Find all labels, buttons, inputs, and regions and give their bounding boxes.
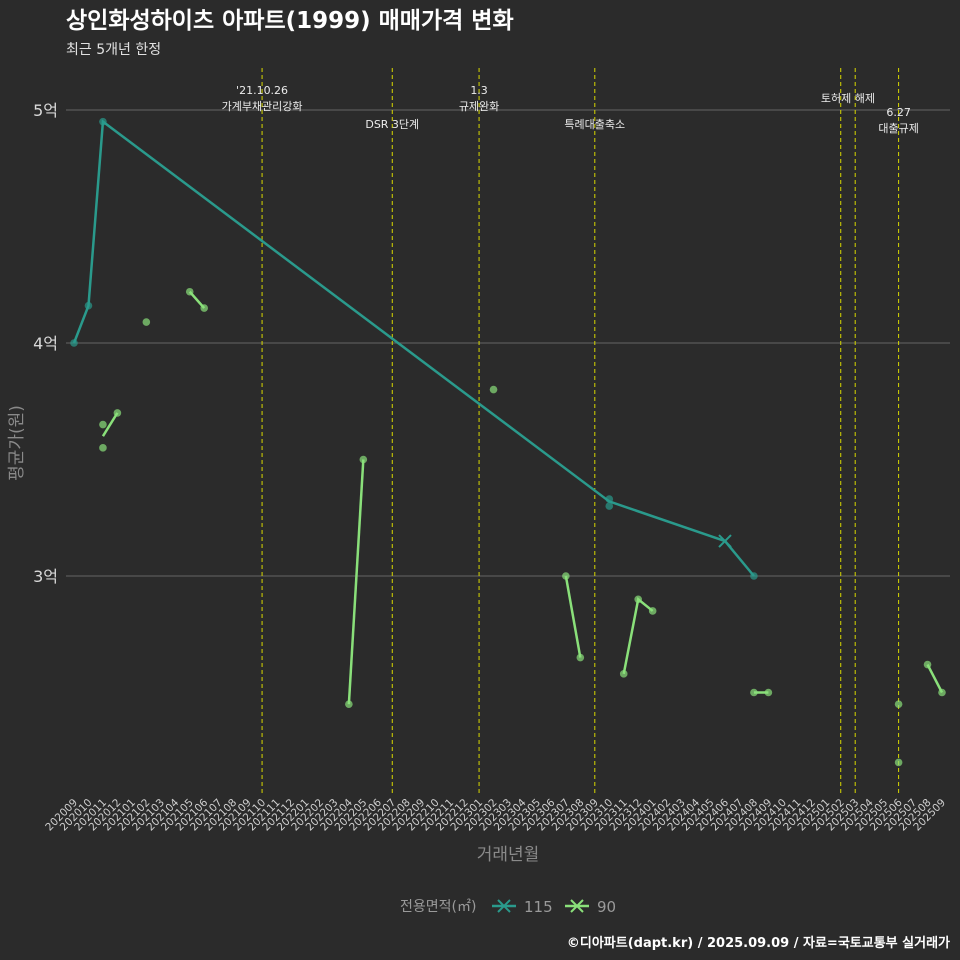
event-label: 6.27 xyxy=(886,106,911,119)
series-layer xyxy=(70,117,946,767)
data-point-115 xyxy=(99,117,107,126)
y-tick-label: 3억 xyxy=(33,567,58,586)
data-point-90 xyxy=(99,420,107,429)
data-point-115 xyxy=(605,495,614,503)
event-label: DSR 3단계 xyxy=(365,118,419,131)
legend-title: 전용면적(㎡) xyxy=(400,899,476,915)
legend-label-115: 115 xyxy=(524,898,553,916)
series-line-90 xyxy=(622,597,654,675)
event-label: '21.10.26 xyxy=(236,84,288,97)
series-line-115 xyxy=(72,119,755,577)
legend-marker-115 xyxy=(497,899,511,913)
y-axis: 3억 4억 5억 xyxy=(33,101,58,586)
data-point-90 xyxy=(113,409,122,417)
chart-title: 상인화성하이츠 아파트(1999) 매매가격 변화 xyxy=(66,8,514,34)
data-point-90 xyxy=(99,444,107,452)
legend: 전용면적(㎡) 115 90 xyxy=(400,898,616,916)
data-point-90 xyxy=(894,700,903,708)
data-point-90 xyxy=(359,455,368,464)
data-point-90 xyxy=(619,670,628,678)
x-axis-title: 거래년월 xyxy=(477,845,540,865)
data-point-115 xyxy=(750,572,758,580)
event-label: 규제완화 xyxy=(459,100,499,113)
y-axis-title: 평균가(원) xyxy=(7,405,27,481)
legend-label-90: 90 xyxy=(597,898,616,916)
caption: ©디아파트(dapt.kr) / 2025.09.09 / 자료=국토교통부 실… xyxy=(567,935,950,951)
data-point-90 xyxy=(648,607,657,615)
x-axis: 2020092020102020112020122021012021022021… xyxy=(43,796,948,833)
cross-marker-115 xyxy=(718,534,732,548)
event-label: 가계부채관리강화 xyxy=(222,100,303,113)
data-point-115 xyxy=(605,502,614,510)
series-line-90 xyxy=(926,663,944,694)
data-point-90 xyxy=(764,688,773,697)
event-label: 대출규제 xyxy=(878,122,918,135)
y-tick-label: 4억 xyxy=(33,334,58,353)
data-point-115 xyxy=(84,301,93,310)
event-label: 특례대출축소 xyxy=(564,118,625,131)
data-point-90 xyxy=(576,653,585,662)
data-point-90 xyxy=(142,318,151,326)
y-tick-label: 5억 xyxy=(33,101,58,120)
series-line-90 xyxy=(347,459,365,705)
data-point-90 xyxy=(345,700,353,708)
grid-lines xyxy=(66,109,950,577)
data-point-115 xyxy=(70,339,78,347)
series-line-90 xyxy=(564,575,582,658)
data-point-90 xyxy=(894,758,903,767)
series-line-90 xyxy=(101,412,119,437)
data-point-90 xyxy=(923,660,932,669)
data-point-90 xyxy=(489,385,498,394)
data-point-90 xyxy=(750,688,758,697)
data-point-90 xyxy=(200,304,208,312)
data-point-90 xyxy=(634,595,642,604)
event-label: 토허제 해제 xyxy=(821,91,875,105)
legend-marker-90 xyxy=(570,899,584,913)
event-label: 1.3 xyxy=(470,84,488,97)
data-point-90 xyxy=(562,572,570,580)
data-point-90 xyxy=(938,688,946,697)
data-point-90 xyxy=(185,287,194,296)
chart-subtitle: 최근 5개년 한정 xyxy=(66,42,161,58)
